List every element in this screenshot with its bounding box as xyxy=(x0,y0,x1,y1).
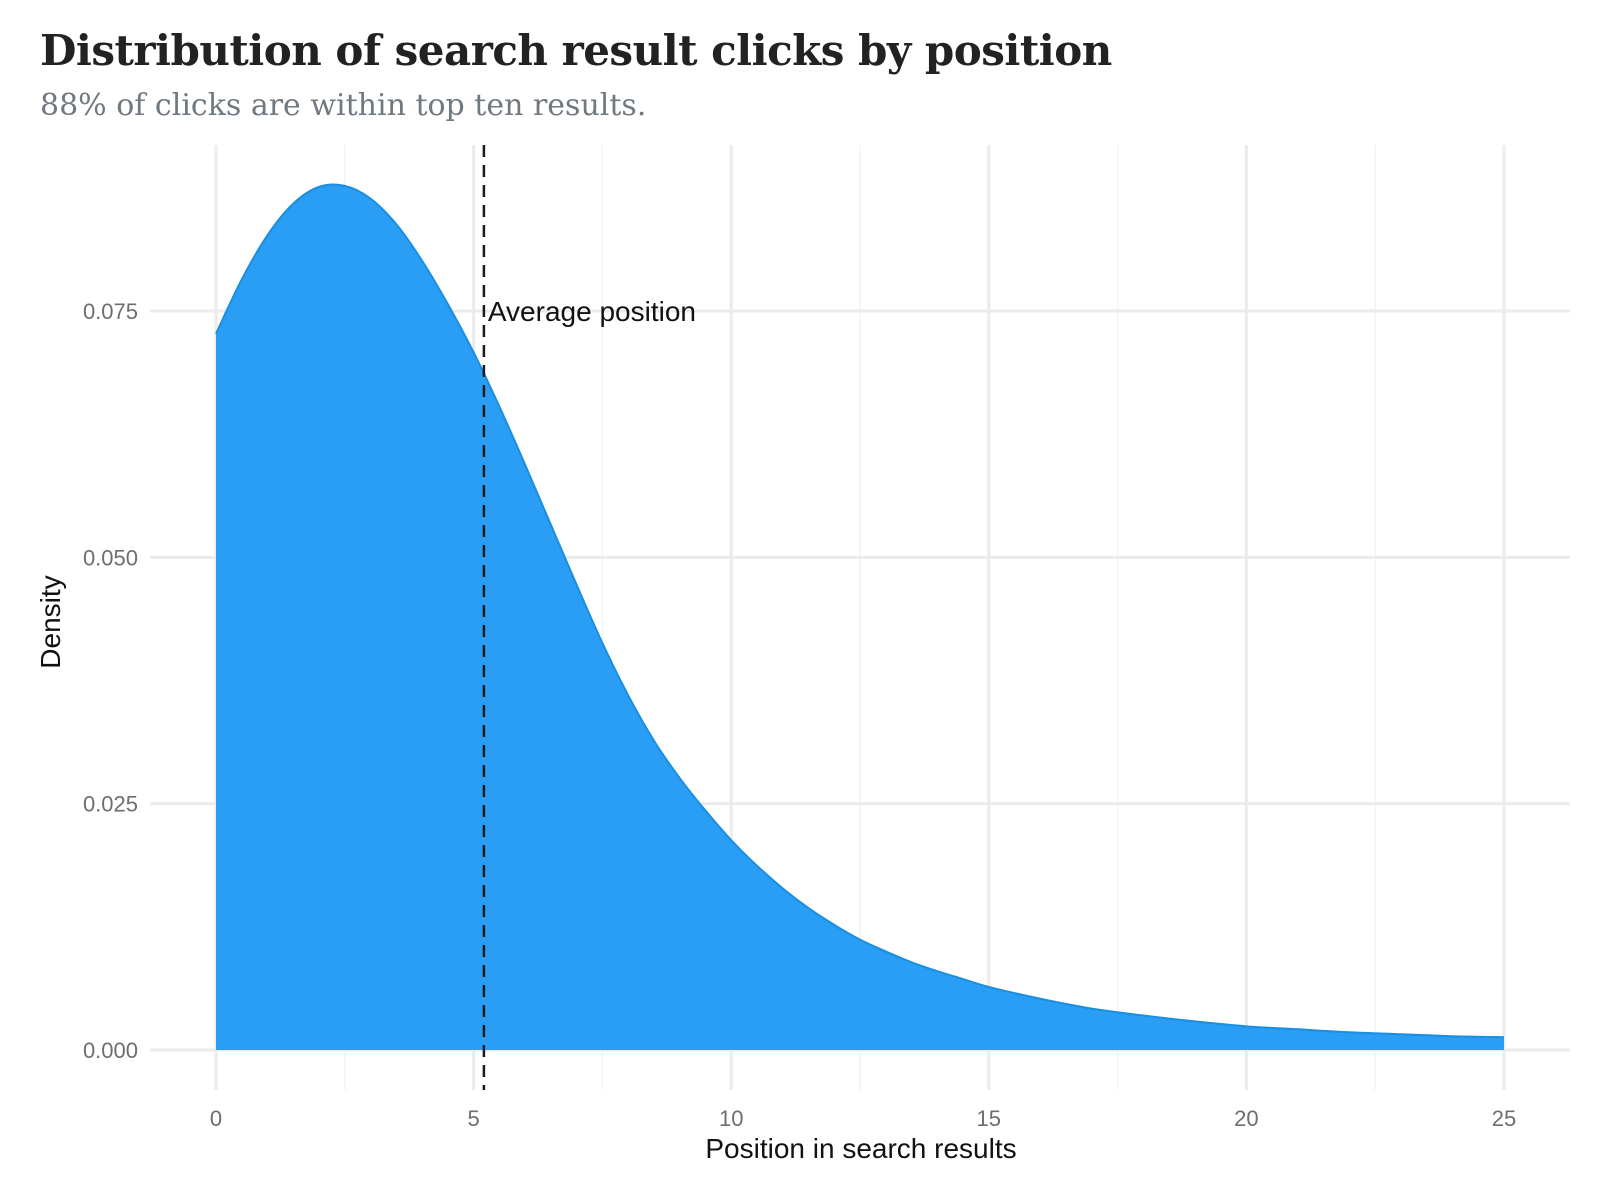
x-axis-title: Position in search results xyxy=(705,1133,1016,1164)
x-tick-label: 20 xyxy=(1234,1106,1258,1131)
y-axis-title: Density xyxy=(35,575,66,668)
density-curve xyxy=(215,183,1505,1039)
y-tick-label: 0.025 xyxy=(83,792,138,817)
chart-subtitle: 88% of clicks are within top ten results… xyxy=(40,88,647,123)
y-tick-label: 0.050 xyxy=(83,545,138,570)
x-tick-label: 15 xyxy=(977,1106,1001,1131)
y-tick-label: 0.000 xyxy=(83,1038,138,1063)
x-tick-label: 0 xyxy=(210,1106,222,1131)
density-area xyxy=(216,184,1504,1050)
x-axis-ticks: 0 5 10 15 20 25 xyxy=(210,1106,1516,1131)
average-position-label: Average position xyxy=(488,296,696,327)
chart-title: Distribution of search result clicks by … xyxy=(40,26,1112,75)
annotation-layer: Average position xyxy=(482,145,696,1090)
x-tick-label: 5 xyxy=(467,1106,479,1131)
density-area-layer xyxy=(215,183,1505,1050)
y-tick-label: 0.075 xyxy=(83,299,138,324)
x-tick-label: 25 xyxy=(1492,1106,1516,1131)
y-axis-ticks: 0.000 0.025 0.050 0.075 xyxy=(83,299,138,1063)
x-tick-label: 10 xyxy=(719,1106,743,1131)
